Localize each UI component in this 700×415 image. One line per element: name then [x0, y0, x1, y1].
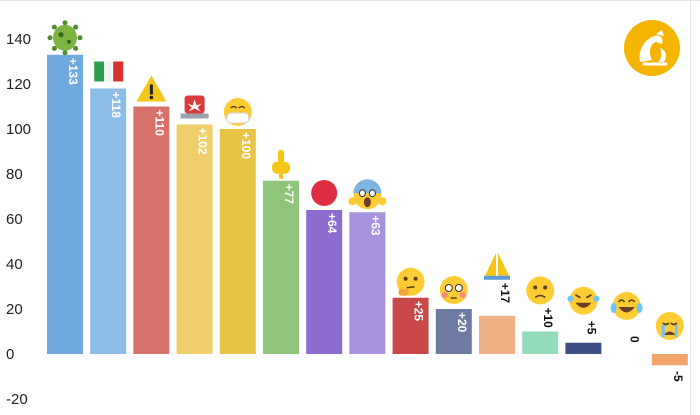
bar [263, 180, 299, 354]
right-border [690, 0, 691, 415]
data-label: +17 [498, 283, 512, 304]
tears-of-joy-face-icon [610, 292, 643, 320]
bar [479, 315, 515, 354]
data-label: +10 [541, 308, 555, 329]
folded-hands-icon [484, 252, 510, 280]
data-label: +5 [584, 321, 598, 335]
confused-face-icon [526, 276, 555, 305]
brand-logo-icon [624, 20, 680, 76]
flushed-face-icon [439, 276, 468, 304]
y-tick-label: 140 [6, 31, 31, 48]
siren-icon [180, 95, 209, 119]
y-tick-label: -20 [6, 391, 28, 408]
bar [176, 124, 213, 354]
thinking-face-icon [396, 267, 425, 296]
data-label: +20 [455, 312, 469, 333]
y-tick-label: 40 [6, 256, 23, 273]
data-label: +25 [412, 301, 426, 322]
crying-face-icon [655, 312, 684, 340]
bar [219, 129, 256, 354]
bar [349, 212, 386, 354]
virus-icon [47, 20, 83, 56]
data-label: -5 [671, 371, 685, 382]
data-label: 0 [628, 336, 642, 343]
scream-face-icon [348, 179, 387, 210]
bar [47, 54, 83, 354]
data-label: +77 [282, 184, 296, 205]
y-tick-label: 100 [6, 121, 31, 138]
data-label: +118 [109, 92, 123, 119]
data-label: +63 [368, 215, 382, 236]
y-tick-label: 80 [6, 166, 23, 183]
data-label: +64 [325, 213, 339, 234]
bar [90, 88, 127, 354]
mask-face-icon [223, 98, 252, 126]
bar [133, 106, 170, 354]
y-tick-label: 120 [6, 76, 31, 93]
data-label: +100 [239, 132, 253, 159]
bar [392, 297, 429, 354]
italy-flag-icon [94, 61, 124, 82]
bar [651, 354, 688, 366]
top-border [0, 0, 700, 1]
rofl-face-icon [567, 286, 600, 315]
data-label: +133 [66, 58, 80, 85]
data-label: +102 [196, 128, 210, 155]
data-label: +110 [152, 110, 166, 137]
y-tick-label: 60 [6, 211, 23, 228]
y-tick-label: 20 [6, 301, 23, 318]
warning-icon [136, 75, 167, 102]
bar [435, 309, 472, 354]
bar [565, 342, 602, 354]
bar [306, 210, 343, 354]
red-circle-icon [311, 180, 338, 206]
y-tick-label: 0 [6, 346, 14, 363]
bar [522, 331, 559, 354]
point-up-icon [272, 149, 290, 179]
